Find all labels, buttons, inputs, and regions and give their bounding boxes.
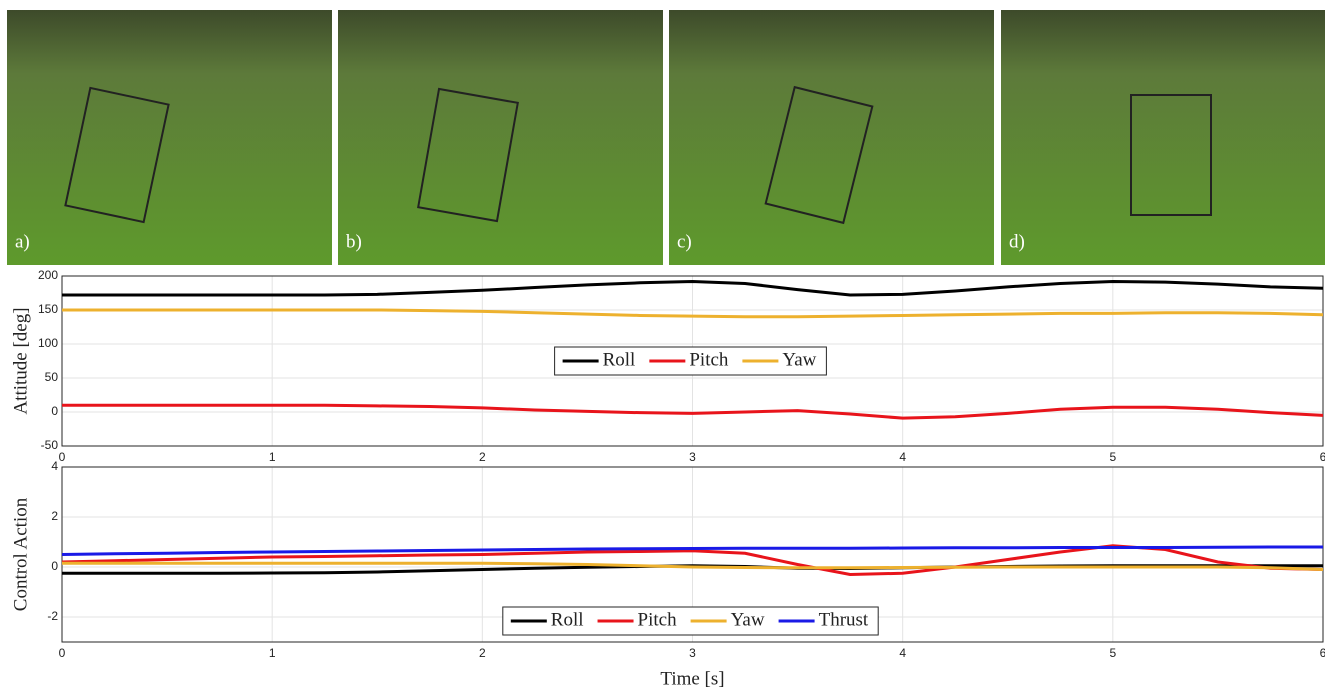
x-tick-label: 5 (1109, 646, 1116, 660)
panel-label: a) (15, 231, 30, 252)
y-tick-label: 2 (51, 509, 58, 523)
panel-label: d) (1009, 231, 1025, 252)
y-tick-label: 50 (45, 370, 59, 384)
x-tick-label: 2 (479, 450, 486, 464)
x-tick-label: 0 (59, 646, 66, 660)
x-tick-label: 4 (899, 646, 906, 660)
photo (669, 10, 994, 265)
x-tick-label: 0 (59, 450, 66, 464)
photo (1001, 10, 1325, 265)
panel-label: b) (346, 231, 362, 252)
y-tick-label: 0 (51, 404, 58, 418)
legend: Roll Pitch Yaw (555, 347, 827, 375)
x-axis-label: Time [s] (660, 668, 724, 689)
y-tick-label: -50 (41, 438, 59, 452)
x-tick-label: 3 (689, 646, 696, 660)
legend-label: Roll (603, 349, 636, 370)
x-tick-label: 6 (1320, 450, 1325, 464)
legend-label: Thrust (819, 609, 869, 630)
y-tick-label: -2 (47, 609, 58, 623)
x-tick-label: 1 (269, 646, 276, 660)
y-axis-label: Attitude [deg] (10, 307, 31, 414)
legend-label: Yaw (782, 349, 816, 370)
x-tick-label: 6 (1320, 646, 1325, 660)
x-tick-label: 3 (689, 450, 696, 464)
y-tick-label: 0 (51, 559, 58, 573)
legend: Roll Pitch Yaw Thrust (503, 607, 878, 635)
y-tick-label: 200 (38, 268, 58, 282)
y-tick-label: 150 (38, 302, 58, 316)
legend-label: Pitch (689, 349, 729, 370)
legend-label: Yaw (731, 609, 765, 630)
x-tick-label: 4 (899, 450, 906, 464)
figure: a)b)c)d)0123456-50050100150200Attitude [… (0, 0, 1325, 690)
photo (7, 10, 332, 265)
y-axis-label: Control Action (10, 497, 31, 611)
x-tick-label: 5 (1109, 450, 1116, 464)
x-tick-label: 1 (269, 450, 276, 464)
legend-label: Roll (551, 609, 584, 630)
y-tick-label: 100 (38, 336, 58, 350)
panel-label: c) (677, 231, 692, 252)
y-tick-label: 4 (51, 459, 58, 473)
legend-label: Pitch (638, 609, 678, 630)
x-tick-label: 2 (479, 646, 486, 660)
photo (338, 10, 663, 265)
